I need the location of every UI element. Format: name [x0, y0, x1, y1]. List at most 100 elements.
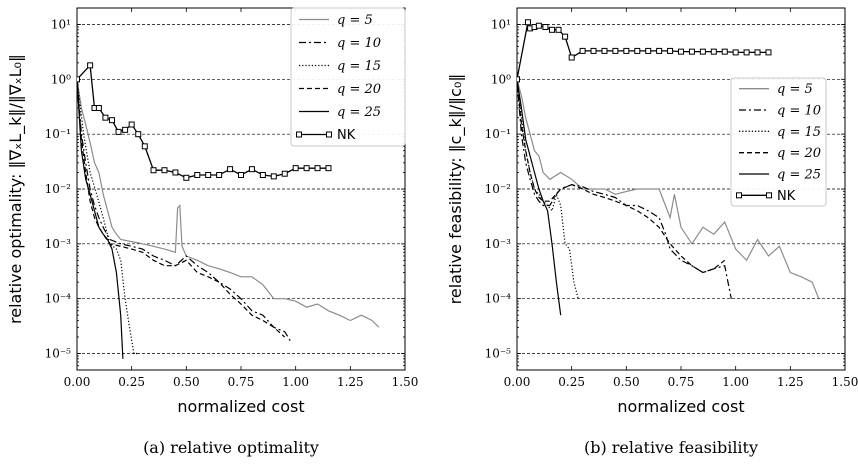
series-marker-nk: [743, 49, 750, 56]
x-axis-label: normalized cost: [617, 397, 744, 416]
series-line-q5: [77, 79, 380, 328]
series-marker-nk: [292, 165, 299, 172]
series-line-q5: [517, 79, 820, 299]
series-marker-nk: [314, 165, 321, 172]
y-tick-label: 10¹: [51, 18, 71, 32]
series-line-q25: [77, 79, 124, 359]
series-marker-nk: [579, 47, 586, 54]
legend-label: q = 20: [777, 146, 821, 161]
series-marker-nk: [590, 47, 597, 54]
series-marker-nk: [194, 172, 201, 179]
series-marker-nk: [248, 166, 255, 173]
x-tick-label: 0.75: [228, 375, 255, 389]
legend-marker: [766, 192, 772, 199]
legend: q = 5 q = 10 q = 15 q = 20 q = 25 NK: [290, 7, 406, 147]
x-tick-label: 1.50: [832, 375, 858, 389]
legend-label: q = 5: [337, 13, 373, 28]
legend-marker: [326, 131, 332, 138]
series-marker-nk: [517, 76, 520, 83]
series-marker-nk: [667, 47, 674, 54]
series-line-nk: [517, 19, 769, 80]
series-line-q10: [77, 79, 292, 343]
y-tick-label: 10⁰: [491, 72, 511, 86]
series-line-q10: [517, 79, 732, 299]
legend-box: [290, 7, 406, 147]
y-tick-label: 10⁻¹: [45, 127, 71, 141]
y-tick-label: 10⁻⁴: [485, 292, 512, 306]
legend-label: q = 20: [337, 82, 381, 97]
series-marker-nk: [765, 49, 772, 56]
x-tick-label: 0.00: [64, 375, 91, 389]
series-line-q20: [517, 79, 726, 274]
x-axis-label: normalized cost: [177, 397, 304, 416]
x-tick-label: 0.50: [173, 375, 200, 389]
figure-caption: (a) relative optimality: [143, 438, 319, 457]
x-tick-label: 1.00: [722, 375, 749, 389]
series-line-q25: [517, 79, 562, 316]
legend-label: q = 5: [777, 82, 813, 97]
y-tick-label: 10⁻³: [45, 237, 72, 251]
series-marker-nk: [542, 24, 549, 31]
chart-panel-1: 10¹ 10⁰ 10⁻¹ 10⁻² 10⁻³ 10⁻⁴ 10⁻⁵ 0.00 0.25 0.50 0.…: [446, 7, 858, 457]
y-tick-label: 10⁻²: [45, 182, 72, 196]
series-marker-nk: [150, 167, 157, 174]
series-marker-nk: [562, 33, 569, 40]
series-marker-nk: [303, 165, 310, 172]
x-tick-label: 0.25: [118, 375, 145, 389]
series-marker-nk: [535, 22, 542, 29]
series-marker-nk: [227, 166, 234, 173]
x-tick-label: 0.00: [504, 375, 531, 389]
legend-label: q = 15: [777, 125, 821, 140]
series-marker-nk: [612, 47, 619, 54]
series-marker-nk: [102, 114, 109, 121]
series-marker-nk: [238, 172, 244, 179]
legend-label: q = 25: [777, 168, 821, 183]
series-marker-nk: [678, 48, 684, 55]
series-marker-nk: [548, 26, 555, 33]
x-tick-label: 0.75: [668, 375, 695, 389]
series-marker-nk: [216, 172, 223, 179]
series-group: [517, 19, 820, 316]
series-marker-nk: [688, 48, 695, 55]
series-marker-nk: [645, 47, 652, 54]
series-marker-nk: [568, 54, 575, 61]
y-tick-label: 10⁻⁵: [485, 346, 512, 360]
series-marker-nk: [95, 105, 102, 112]
y-tick-label: 10⁻⁴: [45, 292, 72, 306]
x-tick-label: 1.50: [392, 375, 419, 389]
legend-box: [730, 77, 827, 207]
y-tick-label: 10⁻³: [485, 237, 512, 251]
legend-marker: [736, 192, 742, 199]
series-marker-nk: [524, 19, 531, 26]
series-marker-nk: [77, 76, 80, 83]
series-marker-nk: [754, 49, 761, 56]
series-marker-nk: [205, 172, 212, 179]
series-marker-nk: [172, 169, 179, 176]
series-marker-nk: [87, 62, 94, 69]
y-tick-label: 10⁻²: [485, 182, 512, 196]
y-tick-label: 10⁻¹: [485, 127, 511, 141]
x-tick-label: 1.25: [777, 375, 804, 389]
series-marker-nk: [325, 165, 332, 172]
chart-panel-0: 10¹ 10⁰ 10⁻¹ 10⁻² 10⁻³ 10⁻⁴ 10⁻⁵ 0.00 0.25 0.50 0.…: [6, 7, 419, 457]
series-marker-nk: [128, 121, 135, 128]
y-tick-label: 10¹: [491, 18, 511, 32]
legend-label: q = 25: [337, 105, 381, 120]
series-line-nk: [77, 63, 329, 179]
series-marker-nk: [281, 170, 288, 177]
series-marker-nk: [555, 26, 562, 33]
x-tick-label: 1.00: [282, 375, 309, 389]
y-axis-label: relative feasibility: ‖c_k‖/‖c₀‖: [446, 74, 466, 305]
series-marker-nk: [634, 47, 641, 54]
x-tick-label: 1.25: [337, 375, 364, 389]
series-marker-nk: [270, 173, 277, 180]
y-tick-label: 10⁻⁵: [45, 346, 72, 360]
series-marker-nk: [259, 172, 266, 179]
legend-label: q = 10: [777, 104, 821, 119]
series-marker-nk: [699, 48, 706, 55]
series-marker-nk: [161, 167, 168, 174]
legend-label: q = 15: [337, 59, 381, 74]
y-tick-label: 10⁰: [51, 72, 71, 86]
series-marker-nk: [108, 117, 115, 124]
